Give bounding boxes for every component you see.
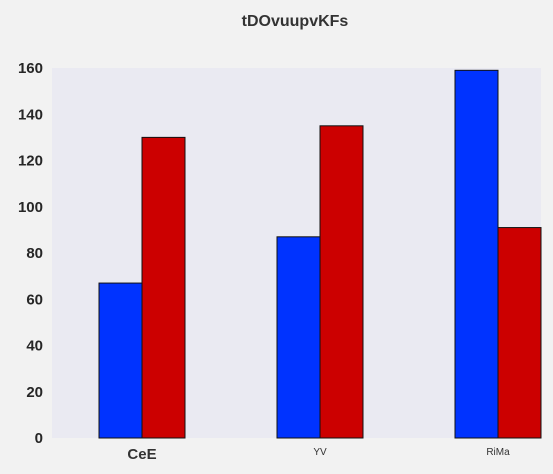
y-tick-label: 40 <box>26 338 43 355</box>
y-tick-label: 140 <box>18 106 43 123</box>
x-tick-label-yv: YV <box>313 447 327 458</box>
y-tick-label: 100 <box>18 199 43 216</box>
y-tick-label: 0 <box>35 430 43 447</box>
bar-cee-series-2 <box>141 136 186 439</box>
y-axis: 0 20 40 60 80 100 120 140 160 <box>18 60 43 447</box>
bar-rima-series-2 <box>497 227 542 439</box>
y-tick-label: 60 <box>26 291 43 308</box>
x-tick-label-cee: CeE <box>127 446 156 463</box>
y-tick-label: 120 <box>18 153 43 170</box>
chart-title: tDOvuupvKFs <box>242 13 349 30</box>
y-tick-label: 20 <box>26 384 43 401</box>
bar-yv-series-2 <box>319 125 364 439</box>
bar-rima-series-1 <box>454 69 499 439</box>
y-tick-label: 160 <box>18 60 43 77</box>
x-axis: CeE YV RiMa <box>127 446 510 463</box>
y-tick-label: 80 <box>26 245 43 262</box>
bars-group <box>98 69 542 439</box>
bar-yv-series-1 <box>276 236 321 439</box>
bar-cee-series-1 <box>98 282 143 439</box>
x-tick-label-rima: RiMa <box>486 447 510 458</box>
